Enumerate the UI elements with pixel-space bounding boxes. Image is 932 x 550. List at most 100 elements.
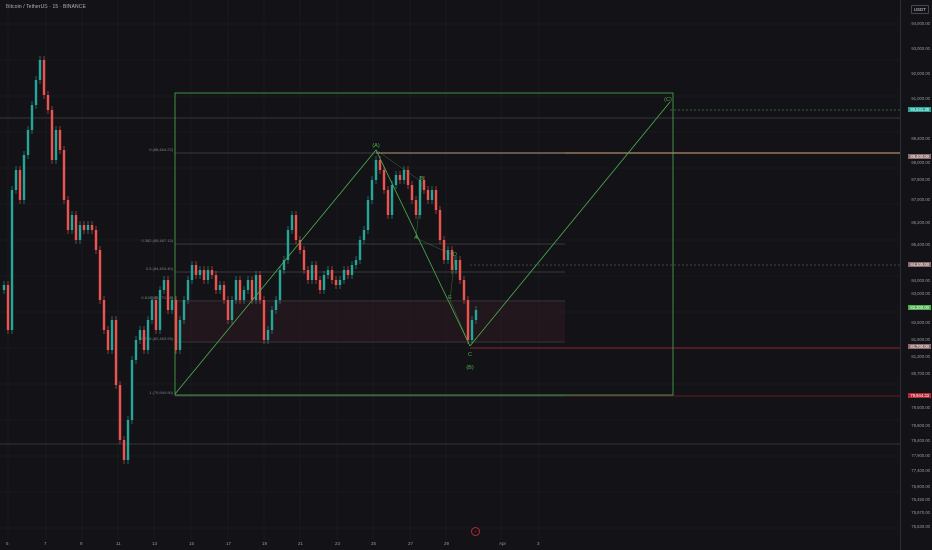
candle-body <box>210 270 214 275</box>
candle-body <box>2 285 6 290</box>
price-tick: 84,000.00 <box>911 278 930 283</box>
time-tick: 13 <box>152 541 158 546</box>
candle-body <box>98 250 102 300</box>
candle-body <box>418 180 422 215</box>
candle-body <box>442 240 446 260</box>
candle-body <box>302 250 306 270</box>
candle-body <box>18 170 22 200</box>
candle-body <box>290 215 294 230</box>
price-tick: 81,900.00 <box>911 337 930 342</box>
candle-body <box>54 130 58 160</box>
candle-body <box>414 200 418 215</box>
time-tick: 21 <box>298 541 304 546</box>
candle-body <box>90 225 94 230</box>
time-tick: 11 <box>116 541 121 546</box>
price-tick: 93,000.00 <box>911 46 930 51</box>
time-tick: 23 <box>335 541 341 546</box>
price-tick: 80,700.00 <box>911 371 930 376</box>
fib-level-label: 0.618 (83,771.44) <box>141 295 173 300</box>
candle-body <box>270 310 274 330</box>
candle-body <box>94 230 98 250</box>
price-tick: 85,400.00 <box>911 242 930 247</box>
price-tick: 76,450.00 <box>911 497 930 502</box>
candle-body <box>66 200 70 230</box>
candle-body <box>122 440 126 460</box>
candle-body <box>354 260 358 265</box>
candle-body <box>158 290 162 330</box>
candle-body <box>398 175 402 180</box>
candle-body <box>62 150 66 200</box>
price-tick: 87,800.00 <box>911 177 930 182</box>
candle-body <box>58 130 62 150</box>
fib-level-label: 1 (79,944.90) <box>149 390 173 395</box>
candle-body <box>438 210 442 240</box>
candle-body <box>334 280 338 285</box>
candle-body <box>462 280 466 300</box>
price-tag: 88,400.00 <box>908 154 931 159</box>
currency-button[interactable]: USDT <box>910 5 929 14</box>
price-chart[interactable]: 0 (88,464.22) 0.382 (85,487.13) 0.5 (84,40… <box>0 0 900 550</box>
candle-body <box>342 270 346 280</box>
price-tick: 82,500.00 <box>911 320 930 325</box>
fib-zone <box>175 301 565 342</box>
candle-body <box>386 190 390 215</box>
candle-body <box>78 225 82 240</box>
candle-body <box>410 185 414 200</box>
candle-body <box>110 320 114 350</box>
candle-body <box>458 260 462 280</box>
candle-body <box>26 130 30 155</box>
chart-canvas[interactable]: 0 (88,464.22) 0.382 (85,487.13) 0.5 (84,40… <box>0 0 900 550</box>
wave-label: (C) <box>664 97 672 103</box>
candle-body <box>70 215 74 230</box>
candle-body <box>278 270 282 300</box>
time-tick: 17 <box>226 541 232 546</box>
wave-label: C <box>468 352 472 358</box>
candle-body <box>474 310 478 320</box>
candle-body <box>446 250 450 260</box>
candle-body <box>390 185 394 215</box>
price-tag: 81,700.00 <box>908 344 931 349</box>
price-tick: 83,000.00 <box>911 291 930 296</box>
candle-body <box>182 300 186 320</box>
candle-body <box>310 265 314 280</box>
price-tick: 87,000.00 <box>911 197 930 202</box>
candle-body <box>422 180 426 190</box>
candle-body <box>430 190 434 200</box>
candle-body <box>374 160 378 180</box>
wave-label: (A) <box>372 143 380 149</box>
time-tick: 19 <box>262 541 268 546</box>
price-tick: 81,300.00 <box>911 354 930 359</box>
candle-body <box>258 275 262 300</box>
fib-level-label: 0.786 (82,463.93) <box>141 336 173 341</box>
candle-body <box>218 285 222 290</box>
wave-label: D <box>453 252 457 258</box>
sub-wave-line <box>375 149 471 347</box>
candle-body <box>34 80 38 105</box>
price-tick: 89,400.00 <box>911 136 930 141</box>
fib-level-label: 0 (88,464.22) <box>149 147 173 152</box>
candle-body <box>286 230 290 260</box>
time-tick: Apr <box>499 541 507 546</box>
fib-level-label: 0.382 (85,487.13) <box>141 238 173 243</box>
candle-body <box>326 270 330 275</box>
candle-body <box>10 190 14 330</box>
candle-body <box>162 280 166 290</box>
candle-body <box>314 265 318 280</box>
event-flag-icon[interactable]: ⚡ <box>471 527 480 536</box>
candle-body <box>362 230 366 240</box>
candle-body <box>86 225 90 230</box>
candle-body <box>450 250 454 270</box>
time-tick: 25 <box>371 541 377 546</box>
candle-body <box>146 320 150 350</box>
candle-body <box>330 270 334 280</box>
candle-body <box>382 170 386 190</box>
candle-body <box>38 60 42 80</box>
time-tick: 9 <box>80 541 83 546</box>
candle-body <box>434 190 438 210</box>
candle-body <box>206 270 210 280</box>
price-axis[interactable]: USDT 94,000.00 93,000.00 92,000.00 91,000.0… <box>900 0 932 550</box>
candle-body <box>454 260 458 270</box>
candle-body <box>50 110 54 160</box>
candle-body <box>298 240 302 250</box>
candle-body <box>282 260 286 270</box>
